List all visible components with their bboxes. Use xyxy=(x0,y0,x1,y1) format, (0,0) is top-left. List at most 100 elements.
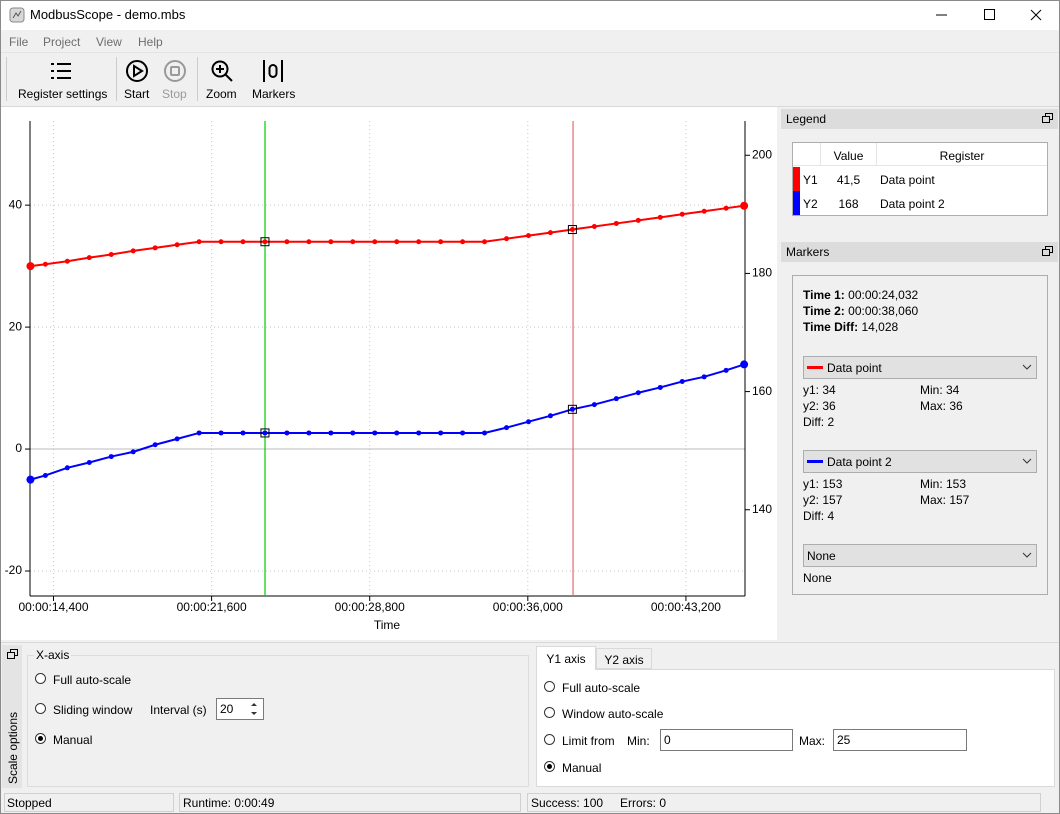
legend-axis: Y2 xyxy=(803,197,818,211)
radio-label[interactable]: Full auto-scale xyxy=(53,673,132,687)
menu-item[interactable]: View xyxy=(96,35,122,49)
separator xyxy=(197,57,198,101)
data-point xyxy=(86,255,92,261)
marker-time-value: 00:00:24,032 xyxy=(848,288,919,302)
data-point xyxy=(740,360,749,369)
data-point xyxy=(416,430,422,436)
data-point xyxy=(504,425,510,431)
radio-button[interactable] xyxy=(35,703,46,714)
dock-title: Legend xyxy=(781,109,1058,129)
data-point xyxy=(416,239,422,245)
input-value: 0 xyxy=(664,733,671,747)
marker-point xyxy=(260,428,270,438)
legend-register: Data point xyxy=(880,173,935,187)
undock-icon[interactable] xyxy=(1042,246,1053,257)
data-point xyxy=(438,430,444,436)
status-section xyxy=(179,793,521,812)
marker-value: y2: 157 xyxy=(803,493,843,507)
y-tick-label: 20 xyxy=(9,319,23,333)
text-input[interactable]: 0 xyxy=(660,729,793,751)
radio-button[interactable] xyxy=(35,673,46,684)
radio-label[interactable]: Window auto-scale xyxy=(562,707,664,721)
legend-value: 168 xyxy=(838,197,859,211)
data-point xyxy=(723,367,729,373)
window-controls[interactable] xyxy=(920,0,1060,30)
separator xyxy=(0,52,1060,53)
data-point xyxy=(635,217,641,223)
tab[interactable] xyxy=(596,648,652,669)
data-point xyxy=(460,430,466,436)
column-divider xyxy=(820,143,821,166)
data-point xyxy=(328,430,334,436)
marker-value: Min: 34 xyxy=(920,383,960,397)
radio-label[interactable]: Manual xyxy=(562,761,602,775)
menu-item[interactable]: Project xyxy=(43,35,81,49)
toolbar-button[interactable]: Stop xyxy=(162,87,187,101)
undock-icon[interactable] xyxy=(7,649,18,660)
data-point xyxy=(504,236,510,242)
data-point xyxy=(679,211,685,217)
spin-arrows[interactable] xyxy=(247,700,261,718)
toolbar-button[interactable]: Zoom xyxy=(206,87,237,101)
data-point xyxy=(547,230,553,236)
radio-button[interactable] xyxy=(35,733,46,744)
marker-value: y2: 36 xyxy=(803,399,836,413)
data-point xyxy=(723,205,729,211)
data-point xyxy=(42,261,48,267)
data-point xyxy=(284,430,290,436)
data-point xyxy=(174,436,180,442)
marker-time: Time Diff: 14,028 xyxy=(803,320,898,334)
y2-tick-label: 200 xyxy=(752,147,772,161)
marker-time-label: Time 1: xyxy=(803,288,845,302)
radio-button[interactable] xyxy=(544,734,555,745)
status-text: Errors: 0 xyxy=(620,796,667,810)
radio-label[interactable]: Limit from xyxy=(562,734,615,748)
data-point xyxy=(657,214,663,220)
data-point xyxy=(657,384,663,390)
menu-item[interactable]: File xyxy=(9,35,29,49)
dropdown[interactable] xyxy=(803,356,1037,379)
field-label: Max: xyxy=(799,734,826,748)
radio-label[interactable]: Full auto-scale xyxy=(562,681,641,695)
text-input[interactable]: 25 xyxy=(833,729,967,751)
dock-title-text: Markers xyxy=(786,245,830,259)
group-box xyxy=(27,655,529,787)
data-point xyxy=(130,248,136,254)
dropdown[interactable] xyxy=(803,544,1037,567)
toolbar-button[interactable]: Register settings xyxy=(18,87,108,101)
menu-item[interactable]: Help xyxy=(138,35,163,49)
radio-button[interactable] xyxy=(544,707,555,718)
data-point xyxy=(701,208,707,214)
dropdown[interactable] xyxy=(803,450,1037,473)
field-label: Min: xyxy=(627,734,650,748)
data-point xyxy=(613,220,619,226)
x-axis-label: Time xyxy=(374,618,401,632)
register-icon xyxy=(51,63,71,79)
column-header: Value xyxy=(833,149,864,163)
y-tick-label: 0 xyxy=(15,441,22,455)
marker-point xyxy=(260,237,270,247)
legend-swatch xyxy=(793,191,800,215)
tab-label[interactable]: Y2 axis xyxy=(604,653,644,667)
y-tick-label: -20 xyxy=(5,563,23,577)
toolbar-button[interactable]: Start xyxy=(124,87,150,101)
legend-header xyxy=(793,143,1047,166)
field-label: Interval (s) xyxy=(150,703,207,717)
radio-label[interactable]: Manual xyxy=(53,733,93,747)
marker-value: Max: 157 xyxy=(920,493,970,507)
radio-button[interactable] xyxy=(544,761,555,772)
tab-label[interactable]: Y1 axis xyxy=(546,652,586,666)
status-section xyxy=(4,793,174,812)
undock-icon[interactable] xyxy=(1042,113,1053,124)
dropdown-text: None xyxy=(807,549,836,563)
data-point xyxy=(350,239,356,245)
spin-box[interactable]: 20 xyxy=(216,698,264,720)
dropdown-caret xyxy=(1022,458,1032,464)
toolbar-button[interactable]: Markers xyxy=(252,87,296,101)
radio-label[interactable]: Sliding window xyxy=(53,703,133,717)
radio-button[interactable] xyxy=(544,681,555,692)
marker-time-label: Time Diff: xyxy=(803,320,859,334)
tab-active[interactable] xyxy=(536,646,596,670)
data-point xyxy=(174,242,180,248)
data-point xyxy=(372,430,378,436)
